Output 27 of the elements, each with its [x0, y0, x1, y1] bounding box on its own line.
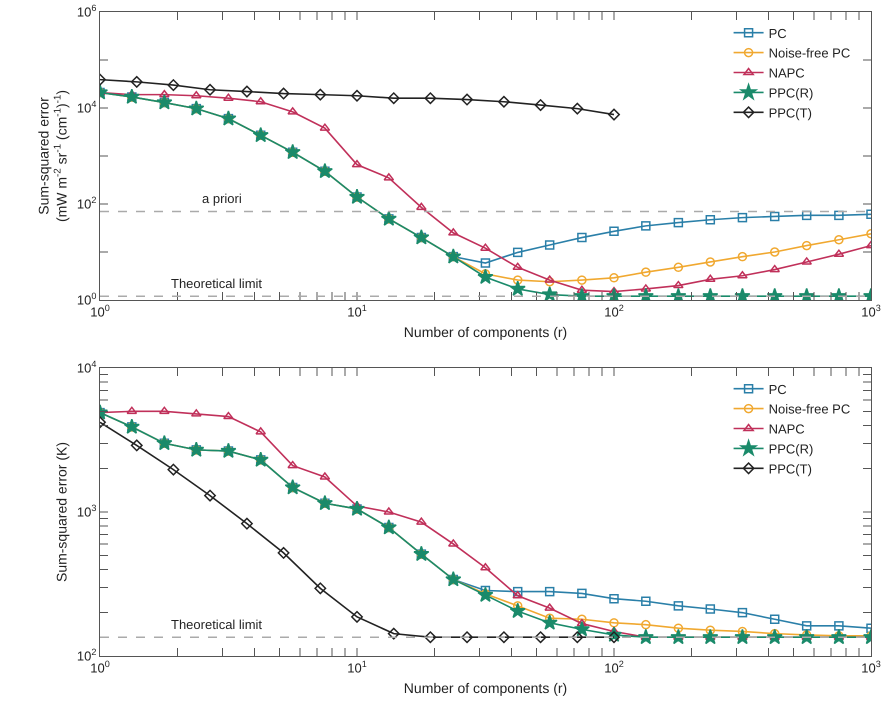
legend-label: Noise-free PC [768, 46, 850, 61]
legend-label: PC [768, 382, 787, 397]
x-tick-label: 10$^{1}$ [347, 303, 367, 320]
legend-label: Noise-free PC [768, 402, 850, 417]
ref-line-label: Theoretical limit [171, 617, 262, 632]
x-tick-label: 10$^{2}$ [604, 659, 624, 676]
x-axis-title: Number of components (r) [404, 324, 568, 340]
legend-label: PPC(R) [768, 441, 814, 456]
x-tick-label: 10$^{3}$ [861, 659, 881, 676]
x-tick-label: 10$^{2}$ [604, 303, 624, 320]
legend-label: PPC(T) [768, 461, 812, 476]
ref-line-label: Theoretical limit [171, 276, 262, 291]
legend-label: PPC(T) [768, 105, 812, 120]
legend-label: NAPC [768, 422, 805, 437]
y-tick-label: 10$^{4}$ [76, 99, 96, 116]
y-tick-label: 10$^{6}$ [76, 3, 96, 20]
y-axis-title: Sum-squared error (K) [53, 442, 70, 582]
legend-label: PPC(R) [768, 85, 814, 100]
ref-line-label: a priori [202, 191, 242, 206]
y-tick-label: 10$^{4}$ [76, 359, 96, 376]
legend-label: PC [768, 26, 787, 41]
x-tick-label: 10$^{1}$ [347, 659, 367, 676]
y-tick-label: 10$^{3}$ [76, 503, 96, 520]
x-axis-title: Number of components (r) [404, 680, 568, 696]
y-tick-label: 10$^{2}$ [76, 195, 96, 212]
legend-label: NAPC [768, 66, 805, 81]
x-tick-label: 10$^{3}$ [861, 303, 881, 320]
